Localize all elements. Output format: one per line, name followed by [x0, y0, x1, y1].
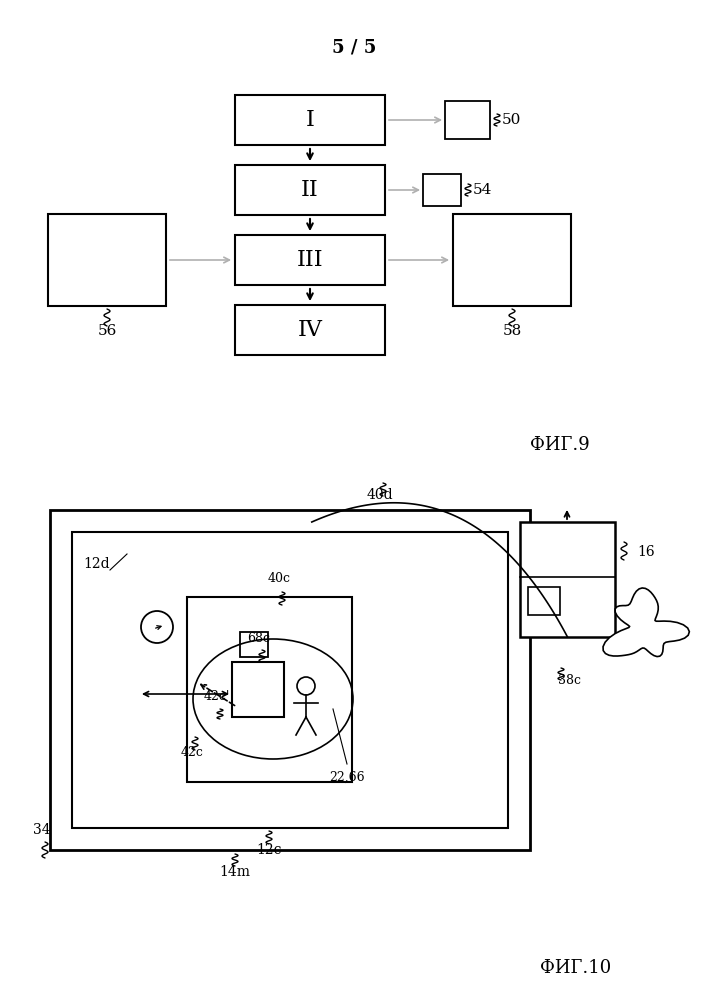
Bar	[72, 532, 508, 828]
Text: IV: IV	[298, 319, 322, 341]
Text: 50: 50	[502, 113, 521, 127]
Text: 5 / 5: 5 / 5	[332, 39, 376, 57]
Bar	[453, 214, 571, 306]
Text: 16: 16	[637, 545, 655, 559]
Text: ФИГ.9: ФИГ.9	[530, 436, 590, 454]
Bar	[187, 597, 352, 782]
Text: 22,66: 22,66	[329, 770, 365, 784]
Text: 68c: 68c	[247, 633, 271, 646]
Bar	[520, 522, 615, 637]
Text: ФИГ.10: ФИГ.10	[540, 959, 612, 977]
Text: 40d: 40d	[367, 488, 393, 502]
Text: 54: 54	[473, 183, 492, 197]
Text: 12c: 12c	[256, 843, 282, 857]
Polygon shape	[603, 588, 689, 657]
Text: 34: 34	[33, 823, 51, 837]
Bar	[445, 101, 490, 139]
Text: 42c': 42c'	[204, 690, 230, 704]
Bar	[528, 587, 560, 615]
Bar	[235, 95, 385, 145]
Text: 38c: 38c	[558, 674, 581, 686]
Bar	[235, 165, 385, 215]
Bar	[48, 214, 166, 306]
Bar	[235, 235, 385, 285]
Text: I: I	[305, 109, 315, 131]
Bar	[423, 174, 461, 206]
Text: III: III	[297, 249, 323, 271]
Bar	[235, 305, 385, 355]
Text: 42c: 42c	[180, 746, 204, 758]
Bar	[50, 510, 530, 850]
Text: 14m: 14m	[219, 865, 250, 879]
Text: 56: 56	[98, 324, 117, 338]
Text: II: II	[301, 179, 319, 201]
Bar	[240, 632, 268, 657]
Text: 12d: 12d	[83, 557, 110, 571]
Text: 58: 58	[503, 324, 522, 338]
Text: 40c: 40c	[267, 572, 291, 585]
Bar	[232, 662, 284, 717]
